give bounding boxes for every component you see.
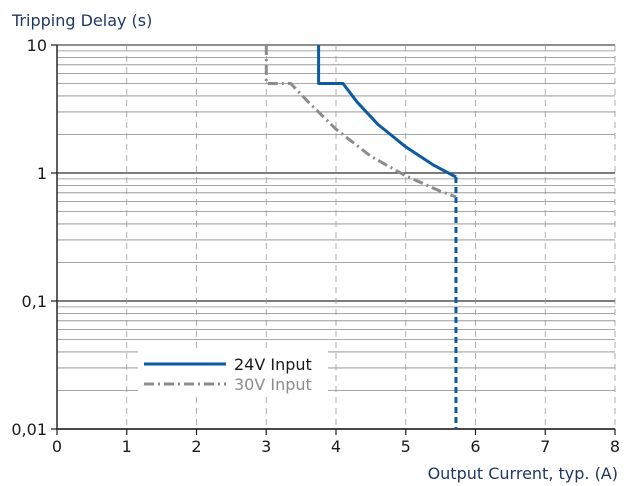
x-tick-label: 4 [331,437,341,456]
x-tick-label: 6 [470,437,480,456]
legend-background [138,350,328,396]
y-axis-title: Tripping Delay (s) [11,11,152,30]
y-tick-label: 10 [27,36,47,55]
x-tick-label: 8 [610,437,620,456]
x-tick-label: 1 [122,437,132,456]
x-tick-label: 3 [261,437,271,456]
y-tick-label: 0,1 [22,292,47,311]
legend: 24V Input 30V Input [138,350,328,396]
series-line-1 [264,45,457,199]
axes [51,44,616,435]
legend-label-24v: 24V Input [234,355,312,374]
x-axis-title: Output Current, typ. (A) [428,464,618,483]
x-tick-label: 5 [401,437,411,456]
x-tick-label: 2 [191,437,201,456]
series-lines [264,45,458,429]
y-tick-label: 0,01 [11,420,47,439]
x-tick-label: 7 [540,437,550,456]
y-tick-label: 1 [37,164,47,183]
series-line-0 [317,45,457,179]
tick-labels: 0 1 2 3 4 5 6 7 8 10 1 0,1 0,01 [11,36,620,456]
x-tick-label: 0 [52,437,62,456]
legend-label-30v: 30V Input [234,375,312,394]
